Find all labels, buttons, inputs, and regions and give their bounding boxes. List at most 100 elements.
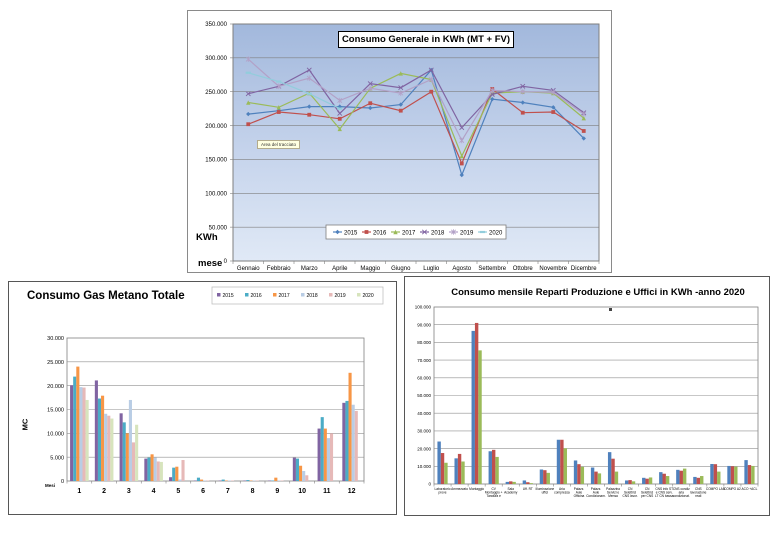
marker-2019 bbox=[489, 87, 495, 94]
bar bbox=[175, 466, 179, 481]
bar bbox=[440, 453, 445, 485]
bar bbox=[676, 469, 680, 484]
bar bbox=[628, 480, 632, 484]
category-label-line: Selettrici bbox=[624, 491, 637, 495]
series-line-2020 bbox=[248, 72, 341, 110]
y-tick-label: 100.000 bbox=[415, 305, 432, 310]
marker-2017 bbox=[337, 126, 342, 132]
bar bbox=[488, 451, 492, 484]
series-line-2019 bbox=[247, 58, 585, 142]
category-label-line: Palazz. bbox=[574, 487, 585, 491]
month-label: Aprile bbox=[332, 266, 348, 272]
category-label: Sala Academy bbox=[504, 487, 518, 495]
consumo-generale-chart: 350.000 300.000 250.000 200.000 150.000 100.0… bbox=[205, 22, 600, 272]
bar bbox=[79, 387, 83, 481]
y-tick-label: 15.000 bbox=[47, 408, 64, 414]
category-label-line: CNS info ST bbox=[655, 487, 673, 491]
bar bbox=[101, 395, 105, 481]
bar bbox=[693, 476, 697, 484]
month-number-label: 10 bbox=[298, 488, 306, 495]
month-number-label: 9 bbox=[275, 488, 279, 495]
bar bbox=[104, 413, 108, 481]
category-label: Palazz. Aule Officina bbox=[574, 487, 585, 498]
bar bbox=[611, 458, 615, 484]
bar bbox=[125, 433, 129, 481]
marker-2019 bbox=[398, 90, 404, 96]
series-line-2018 bbox=[248, 69, 585, 129]
y-axis-title: KWh bbox=[196, 232, 218, 243]
y-tick-label: 250.000 bbox=[205, 90, 227, 96]
legend-label: 2017 bbox=[402, 231, 416, 237]
series-line-2016 bbox=[248, 88, 585, 166]
marker-2015 bbox=[581, 136, 586, 141]
bar bbox=[717, 471, 721, 484]
category-label-line: aria bbox=[679, 491, 685, 495]
marker-2018 bbox=[306, 67, 312, 73]
category-label-line: lavorazione bbox=[690, 491, 707, 495]
bar bbox=[150, 454, 154, 481]
category-label: CV Montaggio + Taratura e bbox=[485, 487, 503, 498]
y-tick-label: 150.000 bbox=[205, 158, 227, 164]
category-label-line: Illuminazione bbox=[536, 487, 555, 491]
bar bbox=[747, 465, 752, 484]
category-label: CNS info ST e CNS serv. LT CN bassa bbox=[655, 487, 674, 498]
category-label-line: CN bbox=[645, 487, 650, 491]
bar bbox=[169, 477, 173, 481]
marker-2018 bbox=[398, 85, 404, 91]
bar bbox=[696, 477, 701, 485]
marker-2015 bbox=[551, 105, 556, 110]
marker-2018 bbox=[520, 83, 526, 89]
category-label-line: compressa bbox=[554, 491, 570, 495]
bar bbox=[526, 482, 530, 484]
bar bbox=[147, 457, 151, 481]
bar bbox=[713, 464, 718, 484]
bar bbox=[471, 330, 475, 484]
bar bbox=[730, 466, 735, 484]
category-label-line: CV bbox=[491, 487, 496, 491]
legend-swatch-2020 bbox=[357, 293, 361, 297]
marker-2019 bbox=[337, 97, 343, 104]
x-axis-title: Mesi bbox=[45, 483, 56, 488]
month-number-label: 7 bbox=[226, 488, 230, 495]
marker-2015 bbox=[398, 102, 403, 107]
month-number-label: 12 bbox=[348, 488, 356, 495]
bar bbox=[597, 473, 602, 484]
category-label-line: Aule bbox=[576, 491, 583, 495]
legend-swatch-2015 bbox=[217, 293, 221, 297]
bar bbox=[97, 398, 102, 481]
bar bbox=[457, 453, 462, 484]
category-label-line: condizionat. bbox=[673, 494, 690, 498]
chart-title: Consumo Generale in KWh (MT + FV) bbox=[338, 31, 514, 48]
bar bbox=[200, 479, 204, 481]
marker-2017 bbox=[276, 105, 281, 110]
marker-2016 bbox=[368, 101, 373, 106]
bar bbox=[614, 471, 619, 484]
marker-2019 bbox=[581, 111, 587, 117]
month-label: Luglio bbox=[423, 266, 440, 272]
bar bbox=[156, 461, 160, 481]
category-label-line: Uff. RT bbox=[523, 487, 533, 491]
bar bbox=[246, 480, 250, 481]
y-tick-label: 300.000 bbox=[205, 56, 227, 62]
bar bbox=[329, 433, 334, 481]
bar bbox=[317, 428, 321, 481]
bar bbox=[577, 464, 581, 484]
series-line-2015 bbox=[248, 68, 585, 177]
legend-label: 2019 bbox=[335, 293, 346, 299]
bar bbox=[642, 477, 646, 485]
marker-2020 bbox=[337, 107, 343, 110]
reparti-2020-chart-panel: 100.000 90.000 80.000 70.000 60.000 50.000 40.… bbox=[404, 276, 770, 516]
legend-label: 2020 bbox=[489, 231, 503, 237]
y-tick-label: 10.000 bbox=[47, 431, 64, 437]
bar bbox=[323, 428, 327, 481]
category-label-line: LT CN bassa bbox=[655, 494, 674, 498]
legend-swatch-2017 bbox=[273, 293, 277, 297]
bar bbox=[594, 471, 598, 484]
month-label: Dicembre bbox=[571, 266, 597, 272]
bar bbox=[94, 380, 98, 481]
y-tick-label: 40.000 bbox=[417, 411, 431, 416]
bar bbox=[110, 418, 114, 481]
category-label: CN Selettrici per CNS bbox=[641, 487, 654, 498]
reparti-2020-chart: 100.000 90.000 80.000 70.000 60.000 50.000 40.… bbox=[415, 305, 759, 498]
bar bbox=[122, 422, 126, 481]
